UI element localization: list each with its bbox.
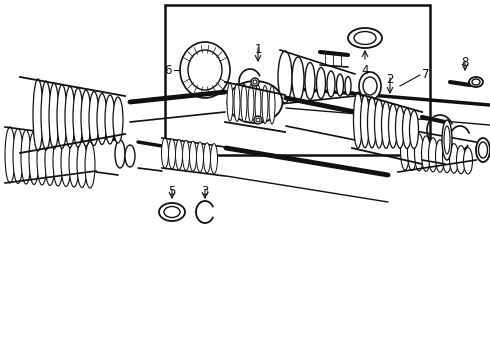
Ellipse shape	[113, 97, 123, 143]
Ellipse shape	[464, 148, 472, 174]
Ellipse shape	[45, 135, 55, 185]
Ellipse shape	[241, 84, 247, 122]
Ellipse shape	[33, 79, 43, 151]
Ellipse shape	[479, 142, 488, 158]
Ellipse shape	[69, 139, 79, 187]
Ellipse shape	[188, 50, 222, 90]
Ellipse shape	[449, 144, 459, 173]
Ellipse shape	[164, 207, 180, 217]
Ellipse shape	[41, 81, 51, 150]
Ellipse shape	[248, 85, 254, 122]
Ellipse shape	[169, 139, 175, 169]
Ellipse shape	[442, 142, 451, 173]
Bar	[165, 5, 430, 155]
Ellipse shape	[65, 86, 75, 148]
Ellipse shape	[400, 130, 410, 170]
Ellipse shape	[255, 85, 261, 123]
Ellipse shape	[97, 94, 107, 144]
Ellipse shape	[408, 132, 416, 170]
Ellipse shape	[77, 140, 87, 188]
Ellipse shape	[227, 81, 283, 123]
Ellipse shape	[227, 83, 233, 121]
Ellipse shape	[353, 92, 363, 148]
Ellipse shape	[262, 86, 268, 123]
Ellipse shape	[162, 138, 169, 168]
Ellipse shape	[363, 77, 377, 95]
Ellipse shape	[337, 74, 343, 96]
Ellipse shape	[21, 130, 31, 184]
Ellipse shape	[359, 72, 381, 100]
Ellipse shape	[73, 88, 83, 147]
Text: 4: 4	[361, 64, 369, 77]
Ellipse shape	[415, 134, 423, 171]
Ellipse shape	[37, 133, 47, 185]
Ellipse shape	[13, 129, 23, 184]
Text: 5: 5	[168, 185, 176, 198]
Ellipse shape	[256, 118, 260, 122]
Text: 6: 6	[165, 63, 172, 77]
Ellipse shape	[211, 144, 218, 174]
Ellipse shape	[269, 86, 275, 124]
Ellipse shape	[251, 78, 259, 86]
Ellipse shape	[354, 32, 376, 45]
Ellipse shape	[175, 140, 182, 170]
Ellipse shape	[472, 79, 480, 85]
Text: 8: 8	[461, 56, 469, 69]
Text: 2: 2	[386, 73, 394, 86]
Ellipse shape	[402, 108, 412, 148]
Ellipse shape	[53, 136, 63, 186]
Ellipse shape	[159, 203, 185, 221]
Text: 7: 7	[422, 68, 430, 81]
Ellipse shape	[428, 138, 438, 172]
Ellipse shape	[345, 77, 351, 95]
Ellipse shape	[253, 80, 257, 84]
Ellipse shape	[327, 71, 335, 97]
Ellipse shape	[61, 138, 71, 186]
Ellipse shape	[125, 145, 135, 167]
Ellipse shape	[292, 57, 304, 101]
Ellipse shape	[254, 116, 262, 124]
Ellipse shape	[115, 140, 125, 168]
Ellipse shape	[182, 140, 190, 170]
Ellipse shape	[317, 68, 325, 99]
Ellipse shape	[410, 111, 418, 149]
Ellipse shape	[348, 28, 382, 48]
Ellipse shape	[234, 84, 240, 122]
Ellipse shape	[278, 51, 292, 103]
Ellipse shape	[49, 83, 59, 149]
Ellipse shape	[57, 85, 67, 149]
Ellipse shape	[457, 145, 465, 174]
Ellipse shape	[442, 120, 452, 160]
Ellipse shape	[203, 143, 211, 173]
Ellipse shape	[196, 142, 203, 172]
Ellipse shape	[190, 141, 196, 171]
Ellipse shape	[105, 95, 115, 144]
Ellipse shape	[305, 63, 315, 99]
Ellipse shape	[436, 140, 444, 172]
Ellipse shape	[368, 97, 376, 148]
Text: 3: 3	[201, 185, 209, 198]
Ellipse shape	[421, 136, 431, 171]
Ellipse shape	[361, 95, 369, 148]
Ellipse shape	[180, 42, 230, 98]
Ellipse shape	[89, 91, 99, 145]
Ellipse shape	[81, 90, 91, 146]
Ellipse shape	[444, 126, 450, 154]
Ellipse shape	[29, 131, 39, 185]
Ellipse shape	[389, 104, 397, 148]
Ellipse shape	[382, 101, 391, 148]
Ellipse shape	[5, 127, 15, 183]
Ellipse shape	[395, 106, 405, 148]
Text: 1: 1	[254, 43, 262, 56]
Ellipse shape	[374, 99, 384, 148]
Ellipse shape	[85, 142, 95, 188]
Ellipse shape	[476, 138, 490, 162]
Ellipse shape	[469, 77, 483, 87]
